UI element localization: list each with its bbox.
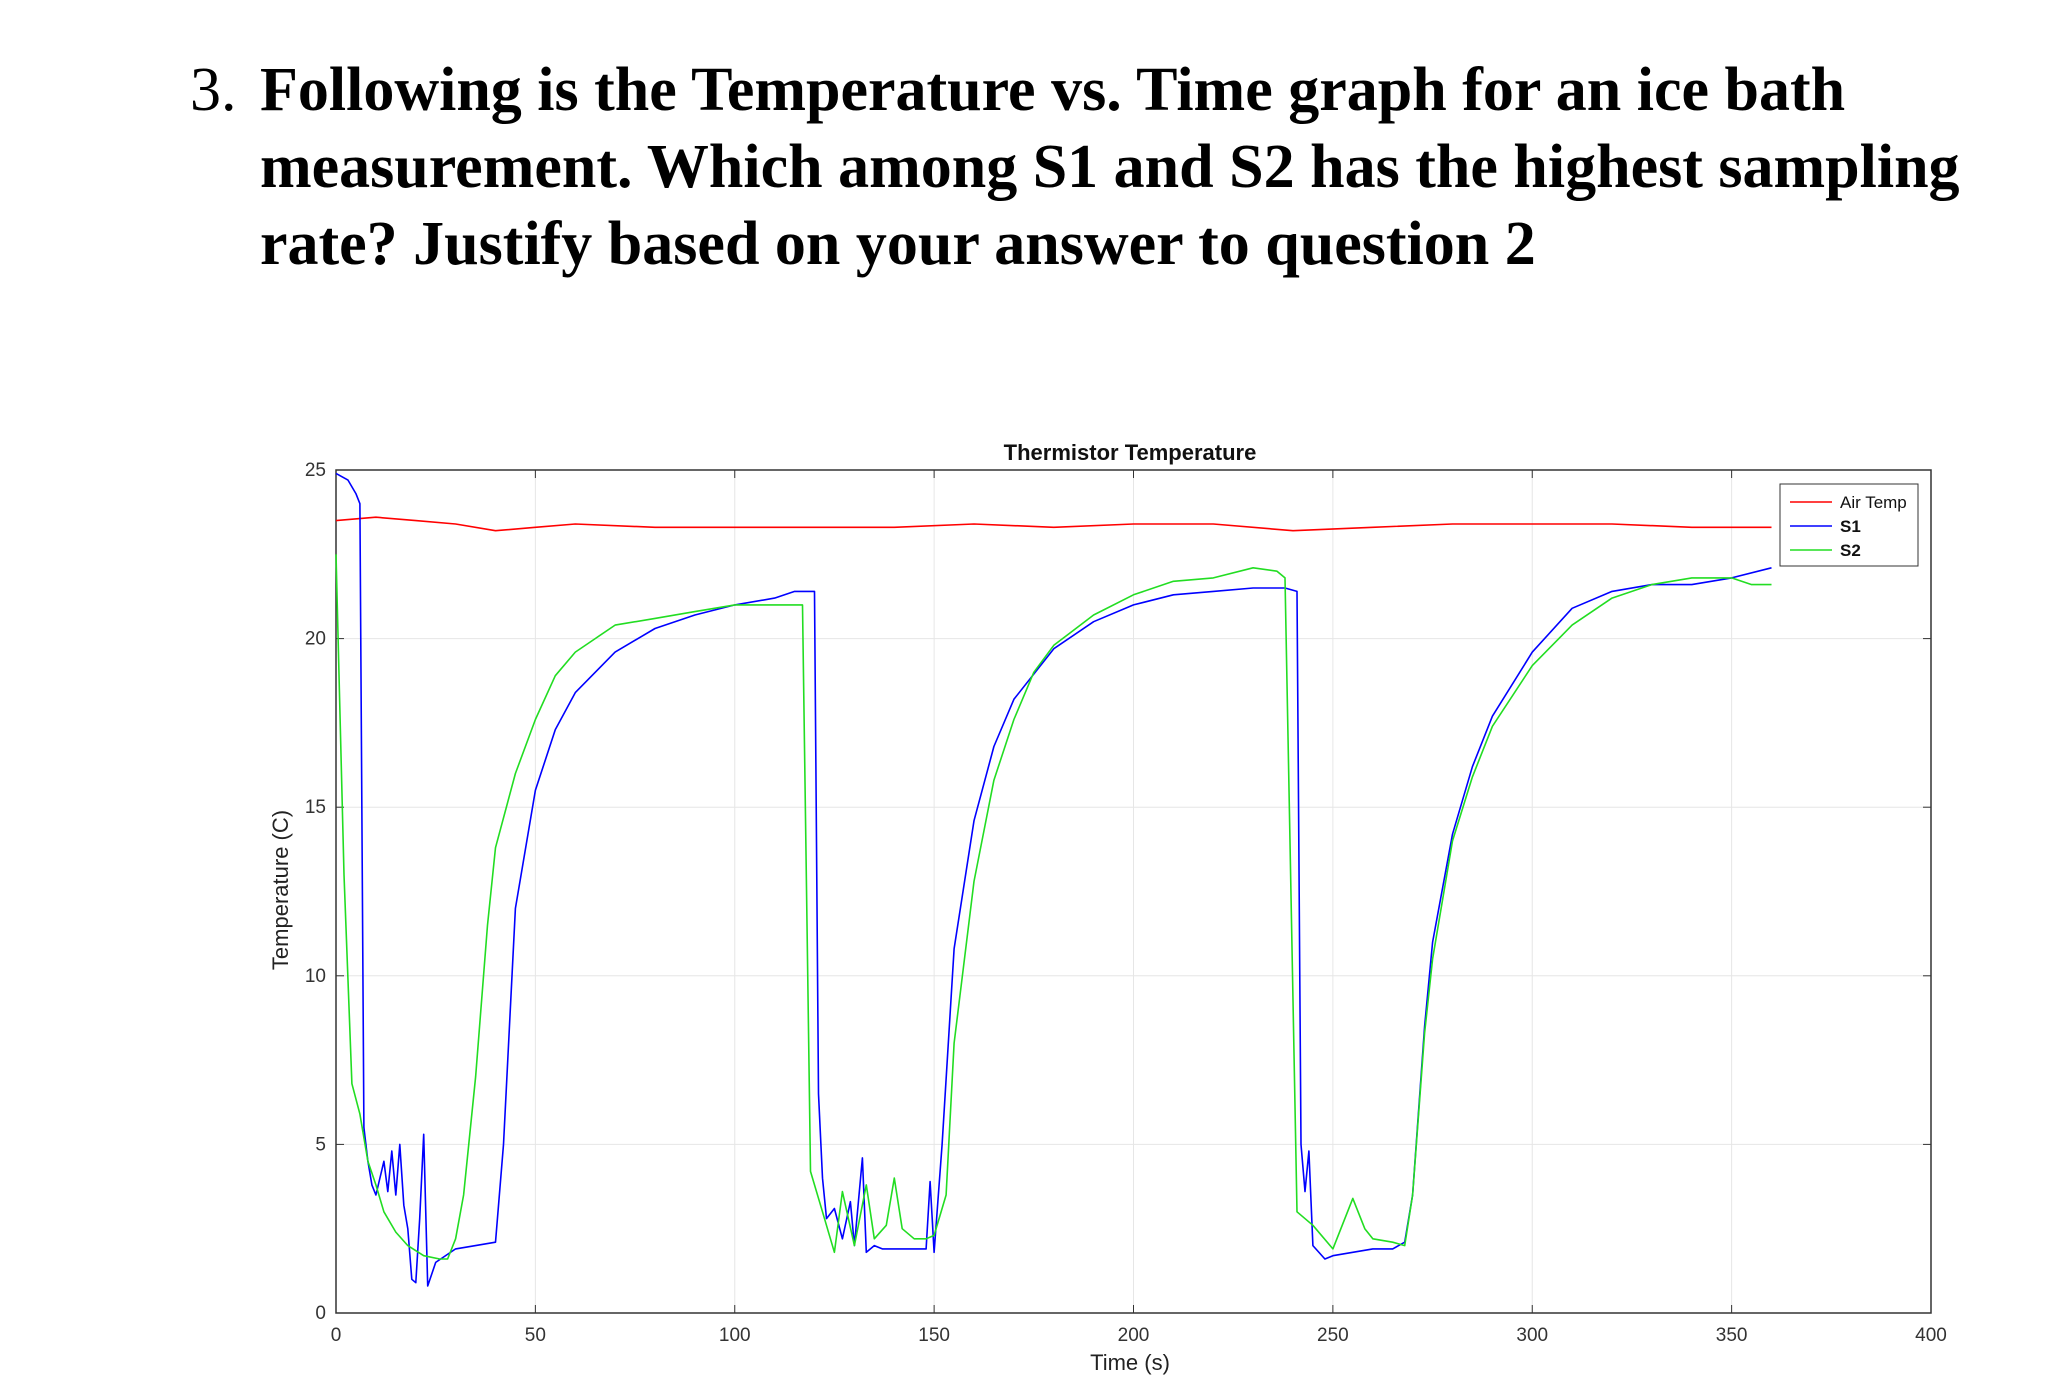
x-tick-label: 300	[1516, 1325, 1548, 1346]
x-tick-label: 350	[1716, 1325, 1748, 1346]
x-tick-label: 200	[1118, 1325, 1150, 1346]
series-line-s1	[335, 472, 1772, 1287]
y-tick-label: 20	[305, 629, 326, 650]
axis-ticks: 0 50 100 150 200 250 300 350 400 0 5 10 15 20 25	[305, 460, 1947, 1346]
y-tick-label: 10	[305, 966, 326, 987]
series-line-s2	[335, 554, 1772, 1260]
legend-label: S2	[1840, 541, 1861, 560]
grid-lines	[335, 469, 1932, 1314]
question-body: Following is the Temperature vs. Time gr…	[260, 56, 1960, 278]
x-tick-label: 250	[1317, 1325, 1349, 1346]
series-lines	[335, 472, 1772, 1287]
series-line-air-temp	[335, 516, 1772, 532]
chart-title: Thermistor Temperature	[1004, 440, 1257, 465]
y-axis-label: Temperature (C)	[268, 810, 293, 970]
y-tick-label: 0	[315, 1303, 326, 1324]
legend-label: S1	[1840, 517, 1861, 536]
legend: Air Temp S1 S2	[1779, 483, 1919, 567]
question-text: 3. Following is the Temperature vs. Time…	[190, 52, 1980, 283]
y-tick-label: 15	[305, 797, 326, 818]
x-tick-label: 100	[719, 1325, 751, 1346]
legend-label: Air Temp	[1840, 493, 1907, 512]
x-tick-label: 0	[331, 1325, 342, 1346]
x-tick-label: 50	[525, 1325, 546, 1346]
y-tick-label: 5	[315, 1134, 326, 1155]
question-number: 3.	[190, 56, 237, 124]
legend-box	[1779, 483, 1919, 567]
x-tick-label: 400	[1915, 1325, 1947, 1346]
y-tick-label: 25	[305, 460, 326, 481]
x-axis-label: Time (s)	[1090, 1350, 1170, 1375]
x-tick-label: 150	[918, 1325, 950, 1346]
